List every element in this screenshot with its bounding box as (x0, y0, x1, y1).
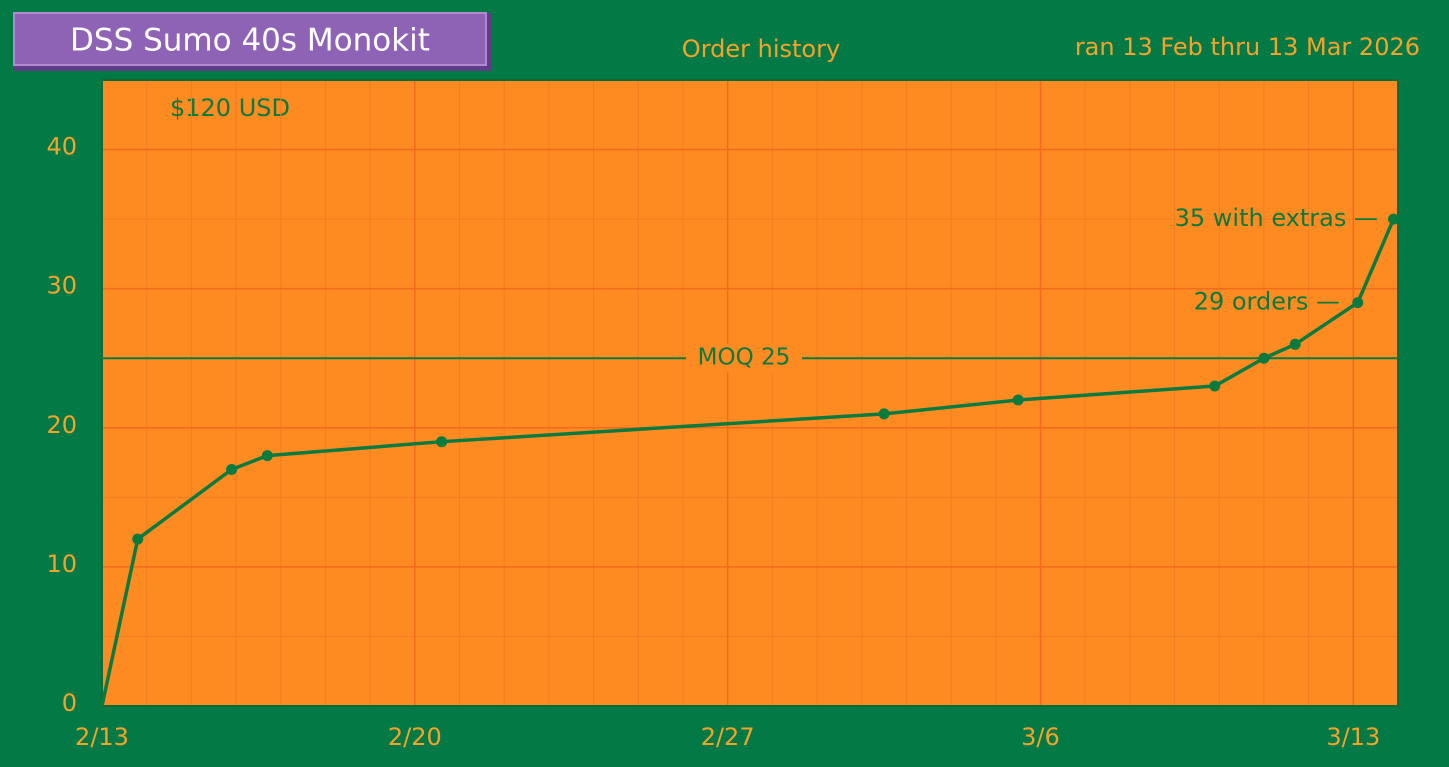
data-point (226, 464, 238, 476)
data-point (1012, 394, 1024, 406)
data-point (132, 533, 144, 545)
x-tick-label: 2/27 (701, 723, 755, 751)
title-box (13, 12, 487, 66)
data-point (1388, 213, 1400, 225)
data-point (436, 436, 448, 448)
y-tick-label: 40 (46, 133, 77, 161)
y-tick-label: 20 (46, 411, 77, 439)
annotation: 29 orders — (1194, 288, 1340, 316)
plot-background (102, 80, 1398, 706)
date-range: ran 13 Feb thru 13 Mar 2026 (1075, 33, 1420, 61)
data-point (261, 450, 273, 462)
annotation: 35 with extras — (1175, 204, 1378, 232)
data-point (1258, 352, 1270, 364)
x-tick-label: 2/13 (75, 723, 129, 751)
plot-border (101, 79, 1399, 707)
reference-label: MOQ 25 (698, 345, 791, 371)
price-note: $120 USD (170, 94, 290, 122)
chart-subtitle: Order history (682, 35, 840, 63)
y-tick-label: 10 (46, 550, 77, 578)
y-tick-label: 30 (46, 272, 77, 300)
y-tick-label: 0 (62, 689, 77, 717)
plot-area (102, 80, 1398, 706)
chart-title: DSS Sumo 40s Monokit (70, 23, 430, 59)
x-tick-label: 3/6 (1021, 723, 1060, 751)
x-tick-label: 3/13 (1326, 723, 1380, 751)
x-tick-label: 2/20 (388, 723, 442, 751)
data-point (1289, 338, 1301, 350)
series-line (100, 218, 1396, 707)
data-point (878, 408, 890, 420)
data-point (1352, 297, 1364, 309)
reference-label-bg (686, 344, 802, 373)
data-point (1209, 380, 1221, 392)
